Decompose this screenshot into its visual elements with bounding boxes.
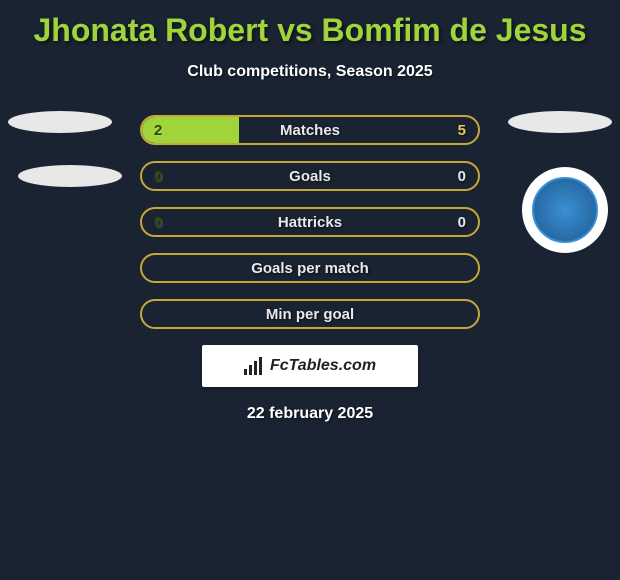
page-title: Jhonata Robert vs Bomfim de Jesus [0, 0, 620, 49]
page-subtitle: Club competitions, Season 2025 [0, 63, 620, 81]
stat-label: Goals per match [142, 260, 478, 277]
player-left-avatar-placeholder [8, 111, 112, 133]
player-left-club-placeholder [18, 165, 122, 187]
stat-value-right: 0 [458, 168, 466, 185]
player-right-club-badge [522, 167, 608, 253]
stat-label: Matches [142, 122, 478, 139]
stat-value-right: 5 [458, 122, 466, 139]
player-right-avatar-placeholder [508, 111, 612, 133]
stat-row-min-per-goal: Min per goal [140, 299, 480, 329]
club-badge-icon [532, 177, 598, 243]
stat-row-hattricks: 0 Hattricks 0 [140, 207, 480, 237]
bar-chart-icon [244, 357, 266, 375]
stat-value-right: 0 [458, 214, 466, 231]
stat-label: Hattricks [142, 214, 478, 231]
stat-label: Min per goal [142, 306, 478, 323]
stat-row-goals: 0 Goals 0 [140, 161, 480, 191]
stat-label: Goals [142, 168, 478, 185]
comparison-content: 2 Matches 5 0 Goals 0 0 Hattricks 0 Goal… [0, 115, 620, 423]
stat-bars: 2 Matches 5 0 Goals 0 0 Hattricks 0 Goal… [140, 115, 480, 329]
comparison-date: 22 february 2025 [0, 405, 620, 423]
logo-text: FcTables.com [270, 357, 376, 375]
stat-row-goals-per-match: Goals per match [140, 253, 480, 283]
stat-row-matches: 2 Matches 5 [140, 115, 480, 145]
fctables-logo: FcTables.com [202, 345, 418, 387]
